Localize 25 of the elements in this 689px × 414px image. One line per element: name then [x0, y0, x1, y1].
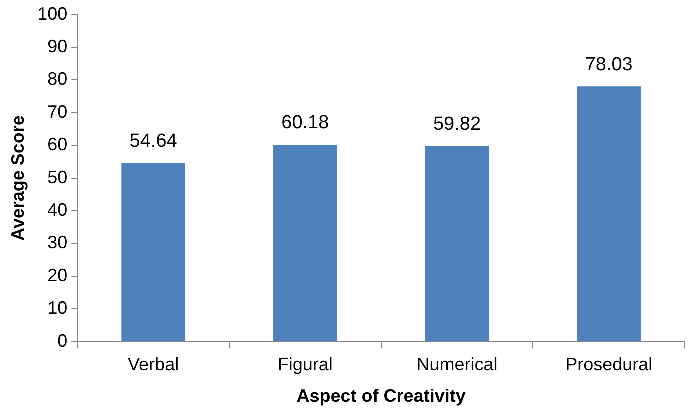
y-tick-label: 0 [58, 330, 68, 351]
x-tick-label: Prosedural [566, 354, 653, 375]
data-label: 59.82 [433, 114, 482, 135]
y-tick-label: 80 [48, 69, 68, 90]
x-tick-label: Figural [278, 354, 333, 375]
data-label: 60.18 [282, 112, 330, 134]
x-axis-title: Aspect of Creativity [296, 386, 466, 406]
y-tick-label: 30 [48, 232, 68, 253]
bar [274, 145, 338, 342]
y-tick-label: 10 [48, 298, 68, 318]
y-tick-label: 100 [38, 4, 68, 24]
bar [577, 86, 641, 342]
data-label: 54.64 [130, 130, 178, 152]
bar [425, 146, 490, 342]
y-tick-label: 70 [48, 102, 68, 122]
y-tick-label: 90 [48, 36, 68, 56]
x-tick-label: Verbal [128, 354, 180, 375]
x-tick-label: Numerical [416, 354, 498, 375]
y-tick-label: 40 [48, 200, 68, 220]
data-label: 78.03 [585, 54, 633, 76]
y-tick-label: 60 [48, 134, 68, 155]
y-tick-label: 50 [48, 167, 68, 188]
y-axis-title: Average Score [8, 116, 28, 242]
y-tick-label: 20 [48, 265, 68, 286]
bar [122, 163, 186, 342]
